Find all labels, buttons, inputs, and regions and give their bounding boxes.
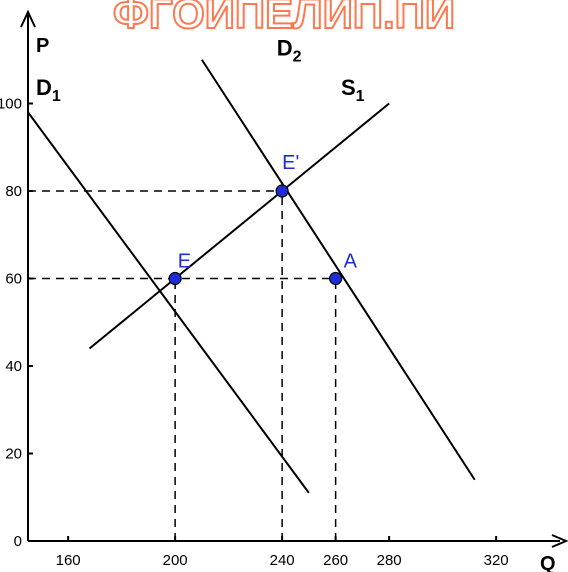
point-label-a: A — [344, 251, 358, 273]
x-tick-label-280: 280 — [377, 552, 402, 569]
x-tick-label-320: 320 — [484, 552, 509, 569]
y-tick-label-40: 40 — [5, 358, 22, 375]
y-tick-label-100: 100 — [0, 96, 22, 113]
watermark-text: ФГОИПЕЛИП.ПИ — [113, 0, 455, 37]
curve-label-s1: S1 — [341, 75, 365, 105]
curve-d1 — [27, 111, 310, 494]
y-axis-title: P — [36, 35, 49, 57]
y-tick-label-0: 0 — [14, 533, 22, 550]
y-tick-label-80: 80 — [5, 183, 22, 200]
curve-s1 — [88, 102, 390, 350]
x-tick-label-200: 200 — [163, 552, 188, 569]
x-axis-title: Q — [540, 553, 556, 572]
y-tick-label-60: 60 — [5, 271, 22, 288]
x-axis-arrow-icon — [551, 534, 568, 548]
y-axis-arrow-icon — [20, 9, 36, 28]
point-eprime — [275, 184, 289, 198]
x-tick-label-240: 240 — [270, 552, 295, 569]
x-tick-label-260: 260 — [323, 552, 348, 569]
point-label-eprime: E' — [282, 152, 299, 174]
y-tick-label-20: 20 — [5, 446, 22, 463]
curve-label-d1: D1 — [36, 75, 61, 105]
x-tick-label-160: 160 — [56, 552, 81, 569]
point-label-e: E — [178, 251, 191, 273]
point-e — [168, 271, 182, 286]
point-a — [329, 271, 343, 286]
curve-d2 — [201, 59, 476, 481]
curve-label-d2: D2 — [277, 35, 302, 65]
